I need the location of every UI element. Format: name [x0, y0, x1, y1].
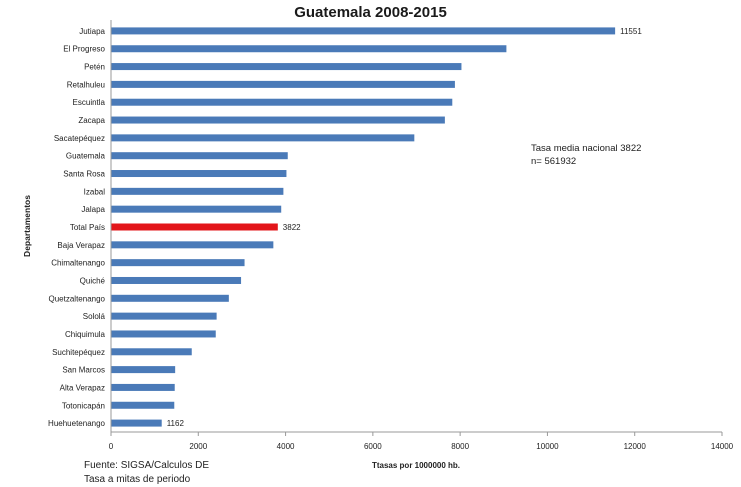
category-label-santa-rosa: Santa Rosa — [63, 170, 105, 179]
bar-el-progreso — [111, 45, 507, 53]
bar-zacapa — [111, 116, 445, 124]
category-label-alta-verapaz: Alta Verapaz — [60, 383, 105, 392]
annotation-line-2: n= 561932 — [531, 156, 577, 167]
category-label-jalapa: Jalapa — [81, 205, 105, 214]
category-label-izabal: Izabal — [84, 187, 106, 196]
x-tick-label-14000: 14000 — [711, 442, 734, 451]
bar-jalapa — [111, 205, 282, 213]
x-tick-label-10000: 10000 — [536, 442, 559, 451]
bar-guatemala — [111, 152, 288, 160]
x-tick-label-8000: 8000 — [451, 442, 469, 451]
bar-peten — [111, 63, 462, 71]
category-label-san-marcos: San Marcos — [62, 366, 105, 375]
bar-san-marcos — [111, 366, 176, 374]
bar-sacatepequez — [111, 134, 415, 142]
category-label-total-pais: Total País — [70, 223, 105, 232]
annotation-line-1: Tasa media nacional 3822 — [531, 143, 642, 154]
bar-baja-verapaz — [111, 241, 274, 249]
category-label-escuintla: Escuintla — [73, 98, 106, 107]
category-labels: Jutiapa El Progreso Petén Retalhuleu Escuint… — [48, 27, 106, 428]
bar-alta-verapaz — [111, 383, 175, 391]
source-note: Fuente: SIGSA/Calculos DE Tasa a mitas d… — [84, 459, 209, 487]
category-label-suchitepequez: Suchitepéquez — [52, 348, 105, 357]
chart-title: Guatemala 2008-2015 — [294, 4, 447, 21]
bar-izabal — [111, 187, 284, 195]
x-tick-label-4000: 4000 — [277, 442, 295, 451]
national-rate-annotation: Tasa media nacional 3822 n= 561932 — [531, 142, 641, 168]
bar-santa-rosa — [111, 170, 287, 178]
bar-solola — [111, 312, 217, 320]
bar-retalhuleu — [111, 80, 455, 88]
bar-chiquimula — [111, 330, 216, 338]
bar-suchitepequez — [111, 348, 192, 356]
category-label-solola: Sololá — [83, 312, 106, 321]
x-tick-label-0: 0 — [109, 442, 114, 451]
bar-jutiapa — [111, 27, 616, 35]
bar-escuintla — [111, 98, 453, 106]
category-label-quiche: Quiché — [80, 276, 106, 285]
category-label-jutiapa: Jutiapa — [79, 27, 105, 36]
category-label-chiquimula: Chiquimula — [65, 330, 106, 339]
category-label-huehuetenango: Huehuetenango — [48, 419, 105, 428]
bar-quiche — [111, 276, 242, 284]
category-label-baja-verapaz: Baja Verapaz — [57, 241, 105, 250]
category-label-quetzaltenango: Quetzaltenango — [49, 294, 106, 303]
category-label-retalhuleu: Retalhuleu — [67, 80, 105, 89]
category-label-totonicapan: Totonicapán — [62, 401, 105, 410]
data-label-total-pais: 3822 — [283, 223, 301, 232]
data-label-jutiapa: 11551 — [620, 27, 642, 36]
bar-quetzaltenango — [111, 294, 229, 302]
y-axis-label: Departamentos — [22, 195, 32, 257]
x-axis: 0 2000 4000 6000 8000 10000 12000 14000 — [109, 20, 734, 451]
category-label-guatemala: Guatemala — [66, 152, 106, 161]
source-line-2: Tasa a mitas de periodo — [84, 474, 191, 485]
x-tick-label-6000: 6000 — [364, 442, 382, 451]
category-label-peten: Petén — [84, 63, 105, 72]
bar-huehuetenango — [111, 419, 162, 427]
data-labels: 11551 3822 1162 — [167, 27, 643, 428]
category-label-sacatepequez: Sacatepéquez — [54, 134, 105, 143]
bar-chimaltenango — [111, 259, 245, 267]
source-line-1: Fuente: SIGSA/Calculos DE — [84, 460, 210, 471]
x-tick-label-12000: 12000 — [624, 442, 647, 451]
category-label-el-progreso: El Progreso — [63, 45, 105, 54]
bar-total-pais — [111, 223, 278, 231]
category-label-chimaltenango: Chimaltenango — [51, 259, 105, 268]
x-tick-label-2000: 2000 — [189, 442, 207, 451]
bars-group — [111, 27, 616, 427]
data-label-huehuetenango: 1162 — [167, 419, 185, 428]
bar-totonicapan — [111, 401, 175, 409]
x-axis-label: Ttasas por 1000000 hb. — [372, 461, 460, 470]
category-label-zacapa: Zacapa — [78, 116, 105, 125]
